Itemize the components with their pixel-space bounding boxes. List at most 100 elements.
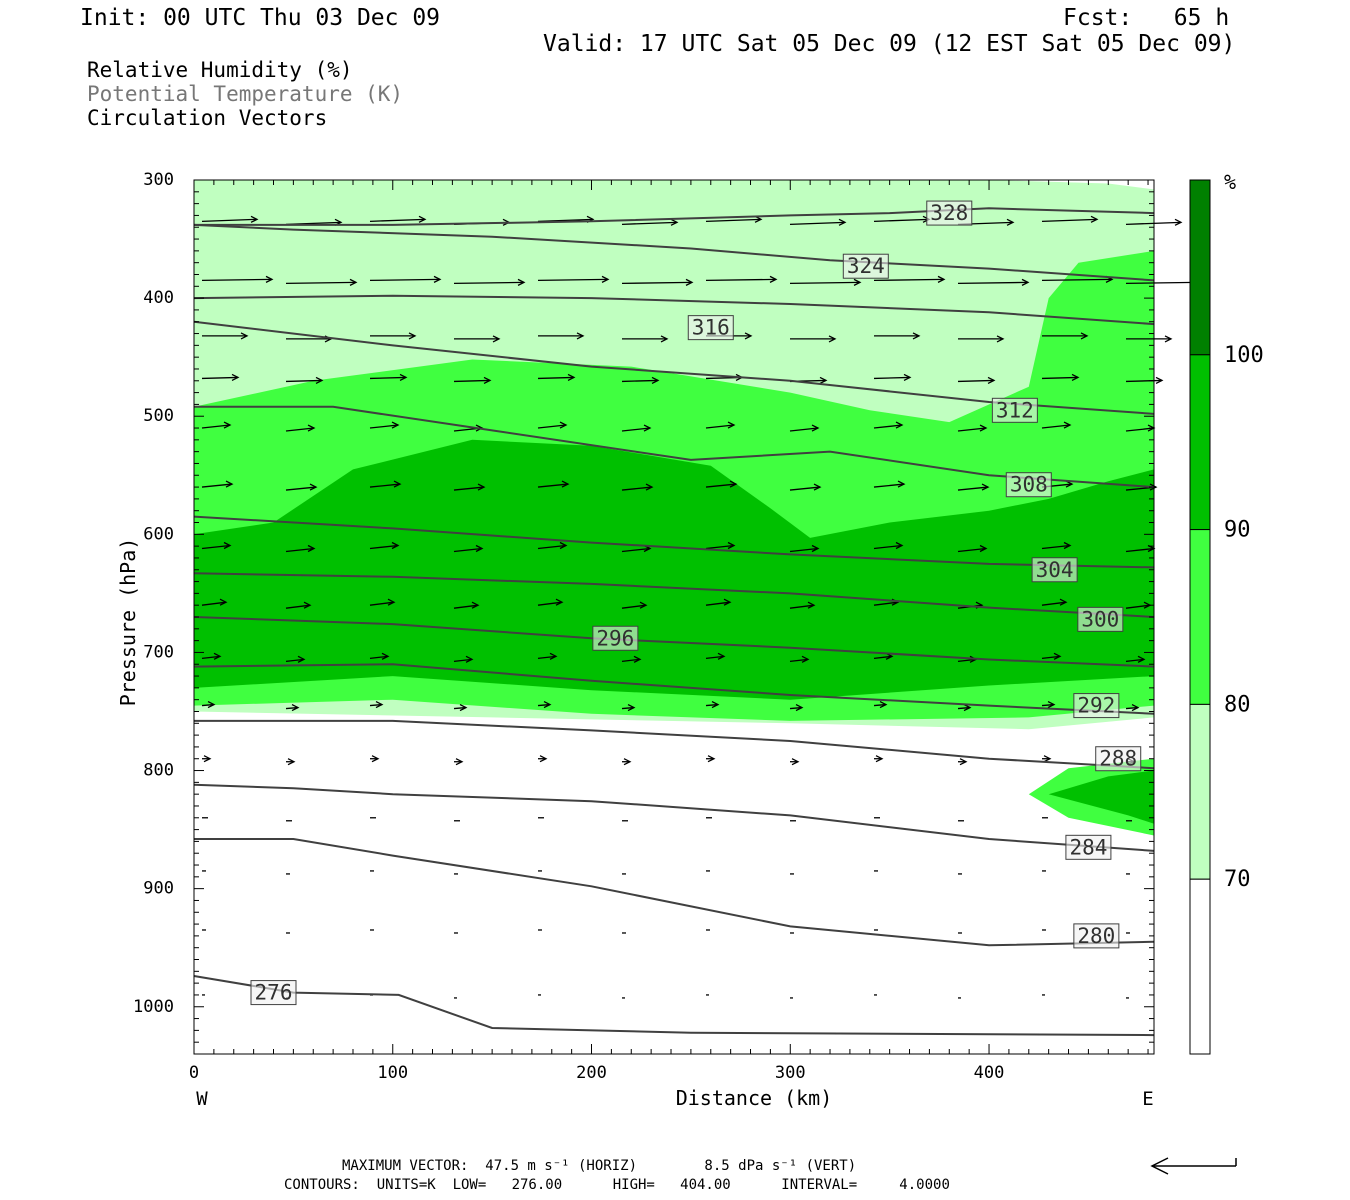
colorbar-unit: %	[1224, 170, 1236, 194]
vector-arrow-head	[643, 424, 652, 432]
colorbar-tick-label: 70	[1224, 867, 1251, 892]
vector-arrow	[705, 424, 735, 429]
vector-arrow-head	[639, 601, 648, 609]
vector-arrow-head	[633, 655, 642, 663]
isentrope-324	[193, 223, 1155, 282]
vector-arrow	[1125, 547, 1155, 553]
vector-arrow	[1125, 706, 1139, 710]
vector-arrow-head	[492, 335, 501, 343]
vector-arrow-head	[1131, 703, 1140, 712]
isentrope-label-box	[1077, 606, 1124, 632]
x-tick-label: 200	[576, 1063, 607, 1083]
vector-arrow	[957, 547, 987, 553]
vector-arrow	[621, 547, 651, 553]
vector-arrow-head	[399, 373, 408, 382]
vector-arrow	[453, 486, 485, 491]
vector-arrow-head	[309, 483, 318, 491]
isentrope-label-box	[250, 980, 297, 1006]
vector-arrow-head	[539, 755, 548, 763]
vector-arrow-head	[727, 541, 736, 550]
vector-arrow-head	[903, 373, 912, 382]
vector-arrow-head	[1047, 700, 1056, 709]
vector-arrow-head	[555, 598, 564, 606]
vector-arrow-head	[987, 376, 996, 385]
isentrope-label: 308	[1010, 473, 1048, 497]
vector-arrow	[369, 278, 441, 282]
vector-arrow	[1125, 379, 1163, 383]
vector-arrow-head	[660, 335, 669, 343]
rh-90-region	[194, 439, 1154, 700]
vector-arrow-head	[567, 373, 576, 382]
vector-arrow-head	[813, 483, 822, 491]
vector-arrow-head	[807, 601, 816, 609]
vector-arrow-head	[287, 758, 296, 766]
isentrope-292	[193, 663, 1155, 715]
isentrope-label-box	[592, 625, 639, 651]
vector-arrow-head	[801, 655, 810, 663]
vector-arrow	[201, 376, 239, 380]
vector-arrow-head	[791, 758, 800, 766]
vector-arrow	[957, 658, 977, 662]
vector-arrow-head	[912, 332, 921, 340]
vector-arrow-head	[963, 703, 972, 712]
vector-arrow-head	[543, 700, 552, 709]
vector-arrow	[453, 706, 467, 710]
isentrope-label: 292	[1077, 694, 1115, 718]
isentrope-label-box	[1031, 557, 1078, 583]
vector-arrow-head	[838, 218, 847, 226]
vector-arrow-head	[303, 601, 312, 609]
vector-arrow-head	[223, 541, 232, 550]
vector-arrow-head	[711, 700, 720, 709]
vector-arrow-head	[769, 275, 778, 283]
vector-arrow-head	[727, 421, 736, 429]
isentrope-328	[194, 207, 1155, 226]
vector-arrow	[1041, 218, 1098, 222]
vector-arrow	[201, 655, 221, 659]
vector-arrow	[873, 278, 945, 282]
vector-arrow	[789, 547, 819, 553]
vector-arrow-head	[1063, 541, 1072, 550]
vector-arrow	[285, 706, 299, 710]
vector-arrow	[621, 221, 678, 225]
vector-arrow	[1125, 281, 1197, 285]
vector-arrow	[285, 604, 311, 609]
isentrope-label: 300	[1081, 607, 1119, 631]
colorbar-segment	[1189, 703, 1211, 880]
vector-arrow	[453, 604, 479, 609]
vector-arrow	[873, 483, 905, 488]
isentrope-288	[194, 719, 1155, 770]
vector-arrow-head	[979, 424, 988, 432]
isentrope-276	[193, 975, 1155, 1037]
vector-arrow-head	[1137, 655, 1146, 663]
isentrope-label-box	[1095, 746, 1142, 772]
isentrope-label-box	[991, 397, 1038, 423]
vector-arrow-head	[433, 275, 442, 283]
vector-arrow	[369, 703, 383, 707]
vector-arrow	[1041, 703, 1055, 707]
vector-arrow	[453, 658, 473, 662]
colorbar-segment	[1189, 878, 1211, 1055]
y-tick-label: 800	[143, 761, 174, 781]
isentrope-296	[193, 616, 1155, 668]
vector-arrow-head	[1090, 215, 1099, 223]
vector-arrow-head	[559, 541, 568, 550]
isentrope-label-box	[687, 315, 734, 341]
vector-arrow	[285, 547, 315, 553]
vector-arrow	[1041, 655, 1061, 659]
vector-arrow	[537, 655, 557, 659]
vector-arrow-head	[828, 335, 837, 343]
isentrope-label-box	[1073, 923, 1120, 949]
vector-arrow-head	[1071, 373, 1080, 382]
vector-arrow-head	[811, 424, 820, 432]
isentrope-316	[193, 294, 1155, 326]
isentrope-label: 284	[1069, 835, 1107, 859]
circulation-vectors	[201, 215, 1198, 999]
vector-arrow	[621, 486, 653, 491]
vector-arrow-head	[895, 541, 904, 550]
vector-arrow-head	[744, 332, 753, 340]
colorbar-segment	[1189, 354, 1211, 531]
vector-arrow	[453, 379, 491, 383]
vector-arrow-head	[475, 544, 484, 553]
vector-arrow-head	[549, 652, 558, 660]
vector-arrow-head	[729, 480, 738, 488]
